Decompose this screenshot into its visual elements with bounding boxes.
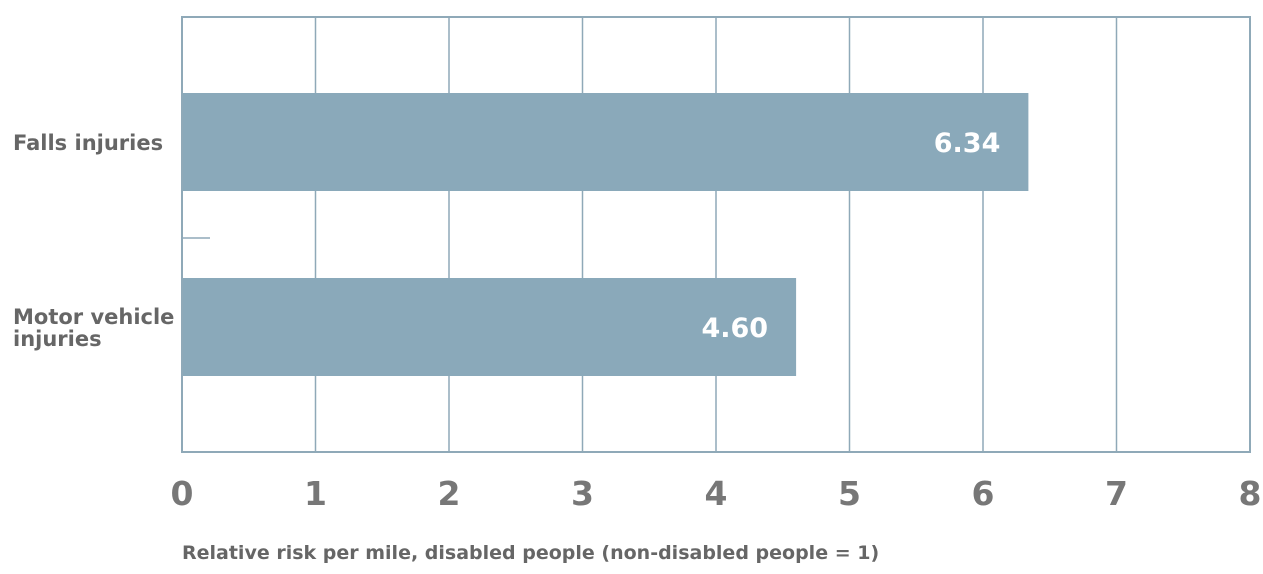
x-axis-ticks: 0 1 2 3 4 5 6 7 8 bbox=[171, 474, 1262, 513]
bars: 6.34 4.60 bbox=[182, 93, 1029, 376]
plot-frame bbox=[181, 16, 1251, 453]
bar bbox=[182, 278, 797, 376]
x-tick-label: 7 bbox=[1105, 474, 1128, 513]
bar-value-label: 4.60 bbox=[701, 313, 768, 344]
x-axis-title: Relative risk per mile, disabled people … bbox=[182, 542, 879, 564]
x-tick-label: 2 bbox=[438, 474, 461, 513]
category-label: Falls injuries bbox=[13, 131, 163, 155]
x-tick-label: 4 bbox=[705, 474, 728, 513]
x-tick-label: 5 bbox=[838, 474, 861, 513]
bar bbox=[182, 93, 1029, 191]
x-tick-label: 1 bbox=[304, 474, 327, 513]
x-tick-label: 8 bbox=[1239, 474, 1262, 513]
x-tick-label: 0 bbox=[171, 474, 194, 513]
x-tick-label: 3 bbox=[571, 474, 594, 513]
gridlines bbox=[314, 17, 1118, 452]
bar-value-label: 6.34 bbox=[934, 128, 1001, 159]
category-labels: Falls injuries Motor vehicle injuries bbox=[13, 131, 174, 351]
category-label: Motor vehicle injuries bbox=[13, 305, 174, 351]
x-tick-label: 6 bbox=[972, 474, 995, 513]
